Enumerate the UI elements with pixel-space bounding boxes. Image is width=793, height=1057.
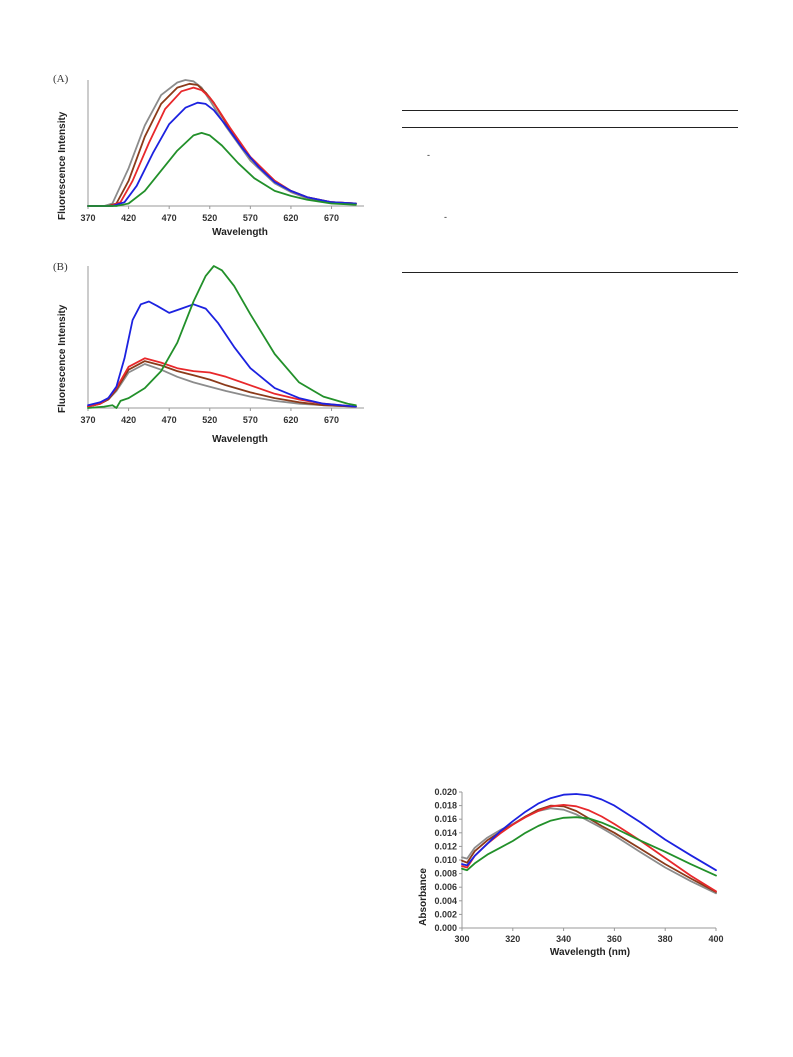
x-tick-label: 670 (324, 415, 339, 425)
x-tick-label: 370 (80, 213, 95, 223)
x-tick-label: 340 (556, 934, 571, 944)
x-tick-label: 520 (202, 415, 217, 425)
y-tick-label: 0.014 (434, 828, 457, 838)
table-mark-2: - (444, 212, 447, 222)
x-axis-title-b: Wavelength (212, 434, 268, 445)
series-line-red (87, 357, 357, 408)
y-tick-label: 0.002 (434, 909, 457, 919)
panel-label-b: (B) (53, 261, 68, 273)
table-bottom-rule (402, 272, 738, 273)
table-header-rule (402, 127, 738, 128)
y-tick-label: 0.020 (434, 787, 457, 797)
y-tick-label: 0.010 (434, 855, 457, 865)
y-axis-title-b: Fluorescence Intensity (57, 304, 68, 413)
y-tick-label: 0.006 (434, 882, 457, 892)
x-tick-label: 320 (505, 934, 520, 944)
x-tick-label: 420 (121, 415, 136, 425)
panel-label-a: (A) (53, 73, 69, 85)
x-tick-label: 420 (121, 213, 136, 223)
x-tick-label: 470 (162, 213, 177, 223)
y-tick-label: 0.018 (434, 801, 457, 811)
y-tick-label: 0.012 (434, 841, 457, 851)
x-tick-label: 470 (162, 415, 177, 425)
x-tick-label: 570 (243, 213, 258, 223)
x-tick-label: 620 (283, 415, 298, 425)
series-line-green (87, 132, 357, 207)
x-tick-label: 570 (243, 415, 258, 425)
y-tick-label: 0.000 (434, 923, 457, 933)
table-top-rule (402, 110, 738, 111)
fluorescence-chart-a: (A) 370 420 470 520 570 620 670 Fluorescence I… (53, 73, 364, 238)
x-axis-title-absorbance: Wavelength (nm) (550, 947, 630, 958)
y-axis-title-a: Fluorescence Intensity (57, 111, 68, 220)
table-mark-1: - (427, 150, 430, 160)
plot-area-b: 370 420 470 520 570 620 670 (80, 265, 364, 425)
plot-area-absorbance: 300 320 340 360 380 400 0.000 0.002 0.004 0.006 0.… (434, 787, 723, 944)
fluorescence-chart-b: (B) 370 420 470 520 570 620 670 Fluorescence I… (53, 261, 364, 445)
x-tick-label: 620 (283, 213, 298, 223)
y-tick-label: 0.016 (434, 814, 457, 824)
x-tick-label: 670 (324, 213, 339, 223)
x-tick-label: 400 (708, 934, 723, 944)
series-line-blue (87, 101, 357, 207)
series-line-gray (461, 807, 717, 895)
series-line-blue (87, 300, 357, 408)
series-line-green (461, 816, 717, 877)
x-tick-label: 370 (80, 415, 95, 425)
x-axis-title-a: Wavelength (212, 227, 268, 238)
plot-area-a: 370 420 470 520 570 620 670 (80, 79, 364, 223)
y-axis-title-absorbance: Absorbance (418, 868, 429, 926)
y-tick-label: 0.004 (434, 896, 457, 906)
series-line-green (87, 265, 357, 409)
y-tick-label: 0.008 (434, 869, 457, 879)
series-line-blue (461, 793, 717, 872)
x-tick-label: 520 (202, 213, 217, 223)
absorbance-chart: 300 320 340 360 380 400 0.000 0.002 0.004 0.006 0.… (418, 787, 724, 958)
x-tick-label: 360 (607, 934, 622, 944)
x-tick-label: 300 (454, 934, 469, 944)
x-tick-label: 380 (658, 934, 673, 944)
